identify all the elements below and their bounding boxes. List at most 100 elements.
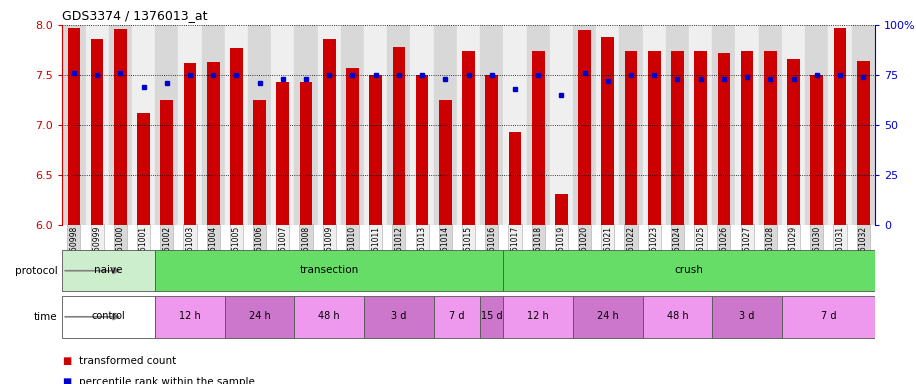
Bar — [694, 51, 707, 225]
Bar — [527, 25, 550, 225]
Bar — [805, 25, 828, 225]
Bar — [717, 53, 730, 225]
Bar — [277, 82, 289, 225]
Bar — [155, 25, 179, 225]
Bar — [248, 25, 271, 225]
Text: control: control — [92, 311, 125, 321]
Text: 7 d: 7 d — [821, 311, 836, 321]
Bar — [485, 75, 498, 225]
Text: 24 h: 24 h — [249, 311, 270, 321]
Bar — [369, 75, 382, 225]
Bar — [62, 296, 155, 338]
Bar — [294, 25, 318, 225]
Bar — [596, 25, 619, 225]
Bar — [137, 113, 150, 225]
Bar — [155, 250, 504, 291]
Bar — [834, 28, 846, 225]
Bar — [764, 51, 777, 225]
Bar — [322, 39, 335, 225]
Bar — [643, 296, 713, 338]
Bar — [736, 25, 758, 225]
Text: 24 h: 24 h — [597, 311, 618, 321]
Text: 12 h: 12 h — [180, 311, 201, 321]
Bar — [782, 296, 875, 338]
Text: protocol: protocol — [15, 266, 58, 276]
Bar — [68, 28, 81, 225]
Bar — [671, 51, 684, 225]
Bar — [463, 51, 474, 225]
Bar — [602, 37, 615, 225]
Text: ■: ■ — [62, 356, 71, 366]
Bar — [85, 25, 109, 225]
Bar — [625, 51, 638, 225]
Bar — [532, 51, 544, 225]
Text: 12 h: 12 h — [528, 311, 549, 321]
Text: 3 d: 3 d — [739, 311, 755, 321]
Bar — [207, 62, 220, 225]
Bar — [410, 25, 433, 225]
Bar — [648, 51, 660, 225]
Bar — [457, 25, 480, 225]
Bar — [741, 51, 754, 225]
Text: 48 h: 48 h — [319, 311, 340, 321]
Bar — [346, 68, 359, 225]
Bar — [387, 25, 410, 225]
Bar — [109, 25, 132, 225]
Bar — [573, 25, 596, 225]
Bar — [433, 296, 480, 338]
Bar — [573, 296, 643, 338]
Bar — [480, 296, 504, 338]
Bar — [132, 25, 155, 225]
Text: 15 d: 15 d — [481, 311, 503, 321]
Bar — [155, 296, 224, 338]
Bar — [555, 194, 568, 225]
Bar — [758, 25, 782, 225]
Bar — [393, 47, 405, 225]
Bar — [364, 25, 387, 225]
Bar — [504, 250, 875, 291]
Text: 3 d: 3 d — [391, 311, 407, 321]
Text: 48 h: 48 h — [667, 311, 688, 321]
Text: transformed count: transformed count — [79, 356, 176, 366]
Text: percentile rank within the sample: percentile rank within the sample — [79, 377, 255, 384]
Bar — [294, 296, 364, 338]
Bar — [91, 39, 104, 225]
Bar — [202, 25, 224, 225]
Text: naive: naive — [94, 265, 123, 275]
Text: time: time — [34, 312, 58, 322]
Bar — [852, 25, 875, 225]
Bar — [179, 25, 202, 225]
Bar — [480, 25, 504, 225]
Bar — [271, 25, 294, 225]
Bar — [224, 296, 294, 338]
Bar — [62, 250, 155, 291]
Bar — [439, 100, 452, 225]
Bar — [508, 132, 521, 225]
Text: GDS3374 / 1376013_at: GDS3374 / 1376013_at — [62, 9, 208, 22]
Bar — [856, 61, 869, 225]
Bar — [666, 25, 689, 225]
Bar — [689, 25, 713, 225]
Bar — [253, 100, 266, 225]
Text: crush: crush — [674, 265, 703, 275]
Text: ■: ■ — [62, 377, 71, 384]
Bar — [341, 25, 364, 225]
Bar — [643, 25, 666, 225]
Bar — [416, 75, 429, 225]
Bar — [433, 25, 457, 225]
Bar — [619, 25, 643, 225]
Bar — [114, 29, 126, 225]
Bar — [578, 30, 591, 225]
Bar — [828, 25, 852, 225]
Bar — [811, 75, 823, 225]
Bar — [364, 296, 433, 338]
Bar — [230, 48, 243, 225]
Bar — [183, 63, 196, 225]
Bar — [62, 25, 85, 225]
Bar — [160, 100, 173, 225]
Bar — [318, 25, 341, 225]
Bar — [300, 82, 312, 225]
Bar — [550, 25, 573, 225]
Bar — [504, 25, 527, 225]
Bar — [787, 59, 800, 225]
